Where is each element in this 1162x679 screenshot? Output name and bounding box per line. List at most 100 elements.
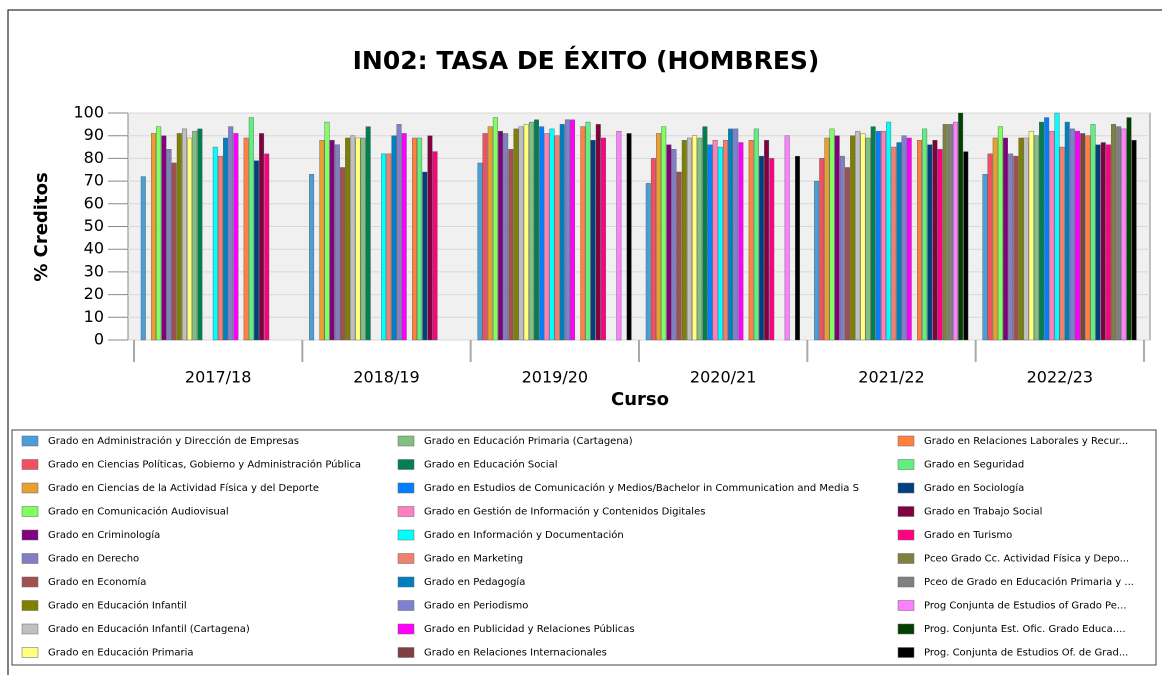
y-tick-label: 40	[84, 239, 104, 258]
bar	[482, 133, 488, 341]
bar	[626, 133, 632, 341]
legend-label: Grado en Ciencias Políticas, Gobierno y …	[48, 459, 361, 471]
legend-swatch	[897, 529, 915, 541]
legend-swatch	[397, 600, 415, 611]
bar	[1044, 117, 1050, 341]
x-tick-label: 2018/19	[353, 368, 419, 387]
bar	[166, 149, 172, 341]
bar	[1039, 121, 1045, 341]
bar	[947, 124, 953, 341]
bar	[156, 126, 162, 341]
bar	[886, 121, 892, 341]
bar	[992, 137, 998, 341]
legend-label: Grado en Seguridad	[924, 460, 1024, 471]
bar	[997, 126, 1003, 341]
bar	[650, 158, 656, 341]
bar	[192, 130, 198, 341]
bar	[350, 135, 356, 341]
legend-swatch	[21, 576, 39, 588]
legend-swatch	[21, 553, 39, 564]
bar	[171, 162, 177, 341]
bar	[676, 171, 682, 341]
legend-label: Grado en Pedagogía	[424, 576, 525, 588]
bar	[784, 135, 790, 341]
bar	[544, 133, 550, 341]
legend-swatch	[21, 506, 39, 517]
bar	[334, 144, 340, 341]
bar	[1080, 133, 1086, 341]
bar	[580, 126, 586, 341]
bar	[590, 140, 596, 341]
bar	[891, 146, 897, 341]
legend-label: Prog Conjunta de Estudios of Grado Pe...	[924, 601, 1126, 612]
legend-swatch	[897, 576, 915, 588]
bar	[503, 133, 509, 341]
legend-label: Grado en Educación Infantil (Cartagena)	[48, 623, 250, 635]
bar	[1013, 155, 1019, 341]
legend-swatch	[21, 647, 39, 658]
legend-swatch	[897, 600, 915, 611]
bar	[401, 133, 407, 341]
bar	[1116, 126, 1122, 341]
chart-title: IN02: TASA DE ÉXITO (HOMBRES)	[353, 46, 820, 75]
bar	[671, 149, 677, 341]
legend-label: Grado en Educación Primaria (Cartagena)	[424, 435, 633, 447]
legend-label: Pceo de Grado en Educación Primaria y ..…	[924, 576, 1134, 588]
legend-swatch	[897, 506, 915, 517]
bar	[824, 137, 830, 341]
bar	[758, 155, 764, 341]
bar	[1100, 142, 1106, 341]
bar	[722, 140, 728, 341]
bar	[365, 126, 371, 341]
legend-swatch	[397, 623, 415, 635]
bar	[422, 171, 428, 341]
bar	[1018, 137, 1024, 341]
bar	[508, 149, 514, 341]
bar	[922, 128, 928, 341]
legend-swatch	[397, 647, 415, 658]
bar	[345, 137, 351, 341]
bar	[692, 135, 698, 341]
legend-swatch	[21, 459, 39, 470]
bar	[1054, 112, 1060, 341]
bar	[1069, 128, 1075, 341]
bar	[681, 140, 687, 341]
legend-label: Grado en Estudios de Comunicación y Medi…	[424, 482, 859, 494]
bar	[686, 137, 692, 341]
bar	[329, 140, 335, 341]
legend-swatch	[21, 600, 39, 611]
y-tick-label: 50	[84, 216, 104, 235]
legend-swatch	[897, 459, 915, 470]
legend-label: Grado en Derecho	[48, 554, 139, 565]
bar	[738, 142, 744, 341]
x-tick-label: 2021/22	[858, 368, 924, 387]
y-tick-label: 80	[84, 148, 104, 167]
bar	[559, 124, 565, 341]
legend-swatch	[397, 553, 415, 564]
legend-label: Grado en Ciencias de la Actividad Física…	[48, 482, 319, 494]
bar	[248, 117, 254, 341]
bar	[1095, 144, 1101, 341]
bar	[860, 133, 866, 341]
legend-swatch	[897, 623, 915, 635]
bar	[340, 167, 345, 341]
bar	[870, 126, 876, 341]
bar	[417, 137, 423, 341]
bar	[264, 153, 270, 341]
bar	[1126, 117, 1132, 341]
bar	[896, 142, 902, 341]
bar	[432, 151, 438, 341]
bar	[360, 137, 366, 341]
bar	[794, 155, 800, 341]
bar	[1033, 135, 1039, 341]
bar	[391, 135, 397, 341]
legend-label: Grado en Turismo	[924, 530, 1012, 541]
bar	[1008, 153, 1014, 341]
bar	[534, 119, 539, 341]
bar	[932, 140, 938, 341]
legend-label: Grado en Educación Infantil	[48, 600, 187, 612]
legend-label: Grado en Relaciones Laborales y Recur...	[924, 436, 1128, 447]
x-tick-label: 2019/20	[522, 368, 588, 387]
legend-label: Grado en Economía	[48, 576, 146, 588]
bar	[324, 121, 330, 341]
